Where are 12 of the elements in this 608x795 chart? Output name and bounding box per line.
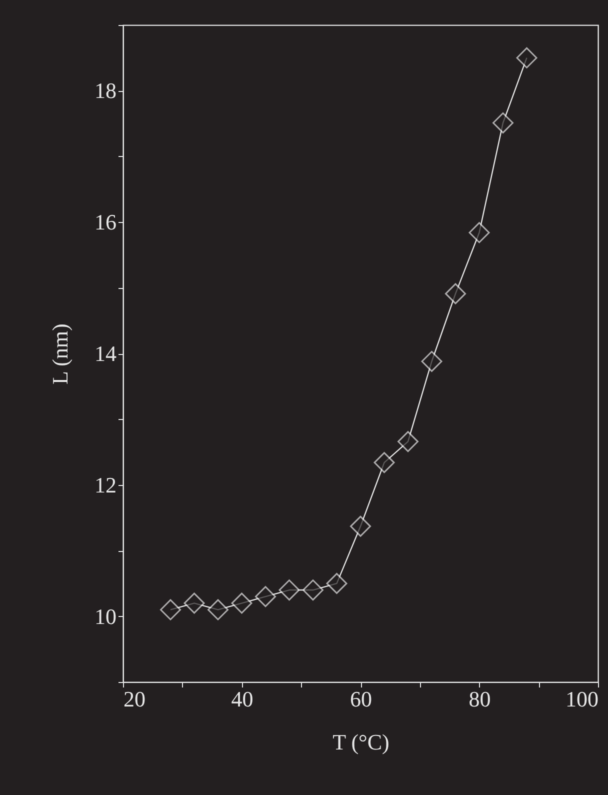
x-tick-label: 20 <box>124 686 146 712</box>
y-tick-label: 14 <box>94 341 116 366</box>
x-tick-label: 100 <box>566 686 598 712</box>
x-tick-label: 80 <box>468 686 491 712</box>
y-tick-label: 12 <box>94 472 116 498</box>
x-tick-label: 60 <box>350 686 372 712</box>
x-axis-title: T (°C) <box>332 730 390 754</box>
x-tick-label: 40 <box>231 686 254 712</box>
y-tick-label: 10 <box>94 604 116 629</box>
y-tick-label: 18 <box>94 78 116 104</box>
y-tick-label: 16 <box>94 210 116 235</box>
y-axis-title: L (nm) <box>48 324 72 384</box>
